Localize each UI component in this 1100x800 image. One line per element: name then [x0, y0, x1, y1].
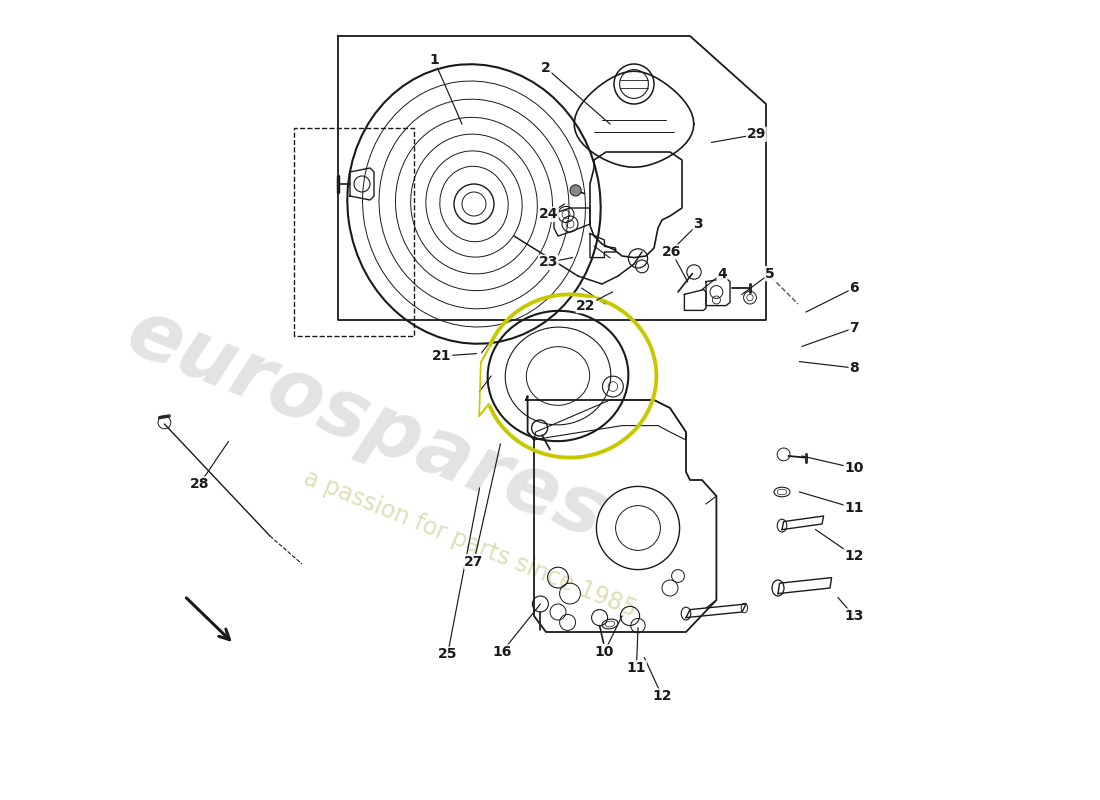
Text: a passion for parts since 1985: a passion for parts since 1985 — [300, 466, 640, 622]
Text: 4: 4 — [717, 266, 727, 281]
Text: 28: 28 — [190, 477, 209, 491]
Text: 11: 11 — [627, 661, 646, 675]
Text: 13: 13 — [845, 609, 864, 623]
Text: 23: 23 — [539, 255, 558, 270]
Circle shape — [570, 185, 581, 196]
Text: 1: 1 — [429, 53, 439, 67]
Text: 3: 3 — [693, 217, 703, 231]
Text: 10: 10 — [595, 645, 614, 659]
Text: 7: 7 — [849, 321, 859, 335]
Text: eurospares: eurospares — [116, 293, 617, 555]
Text: 6: 6 — [849, 281, 859, 295]
Text: 12: 12 — [652, 689, 672, 703]
Text: 8: 8 — [849, 361, 859, 375]
Text: 12: 12 — [845, 549, 864, 563]
Text: 2: 2 — [541, 61, 551, 75]
Text: 10: 10 — [845, 461, 864, 475]
Text: 29: 29 — [747, 127, 766, 142]
Text: 22: 22 — [576, 298, 596, 313]
Text: 27: 27 — [464, 554, 484, 569]
Text: 26: 26 — [662, 245, 681, 259]
Text: 24: 24 — [539, 207, 558, 222]
Text: 11: 11 — [845, 501, 864, 515]
Text: 25: 25 — [438, 647, 458, 662]
Text: 16: 16 — [493, 645, 512, 659]
Text: 5: 5 — [766, 266, 774, 281]
Text: 21: 21 — [432, 349, 452, 363]
